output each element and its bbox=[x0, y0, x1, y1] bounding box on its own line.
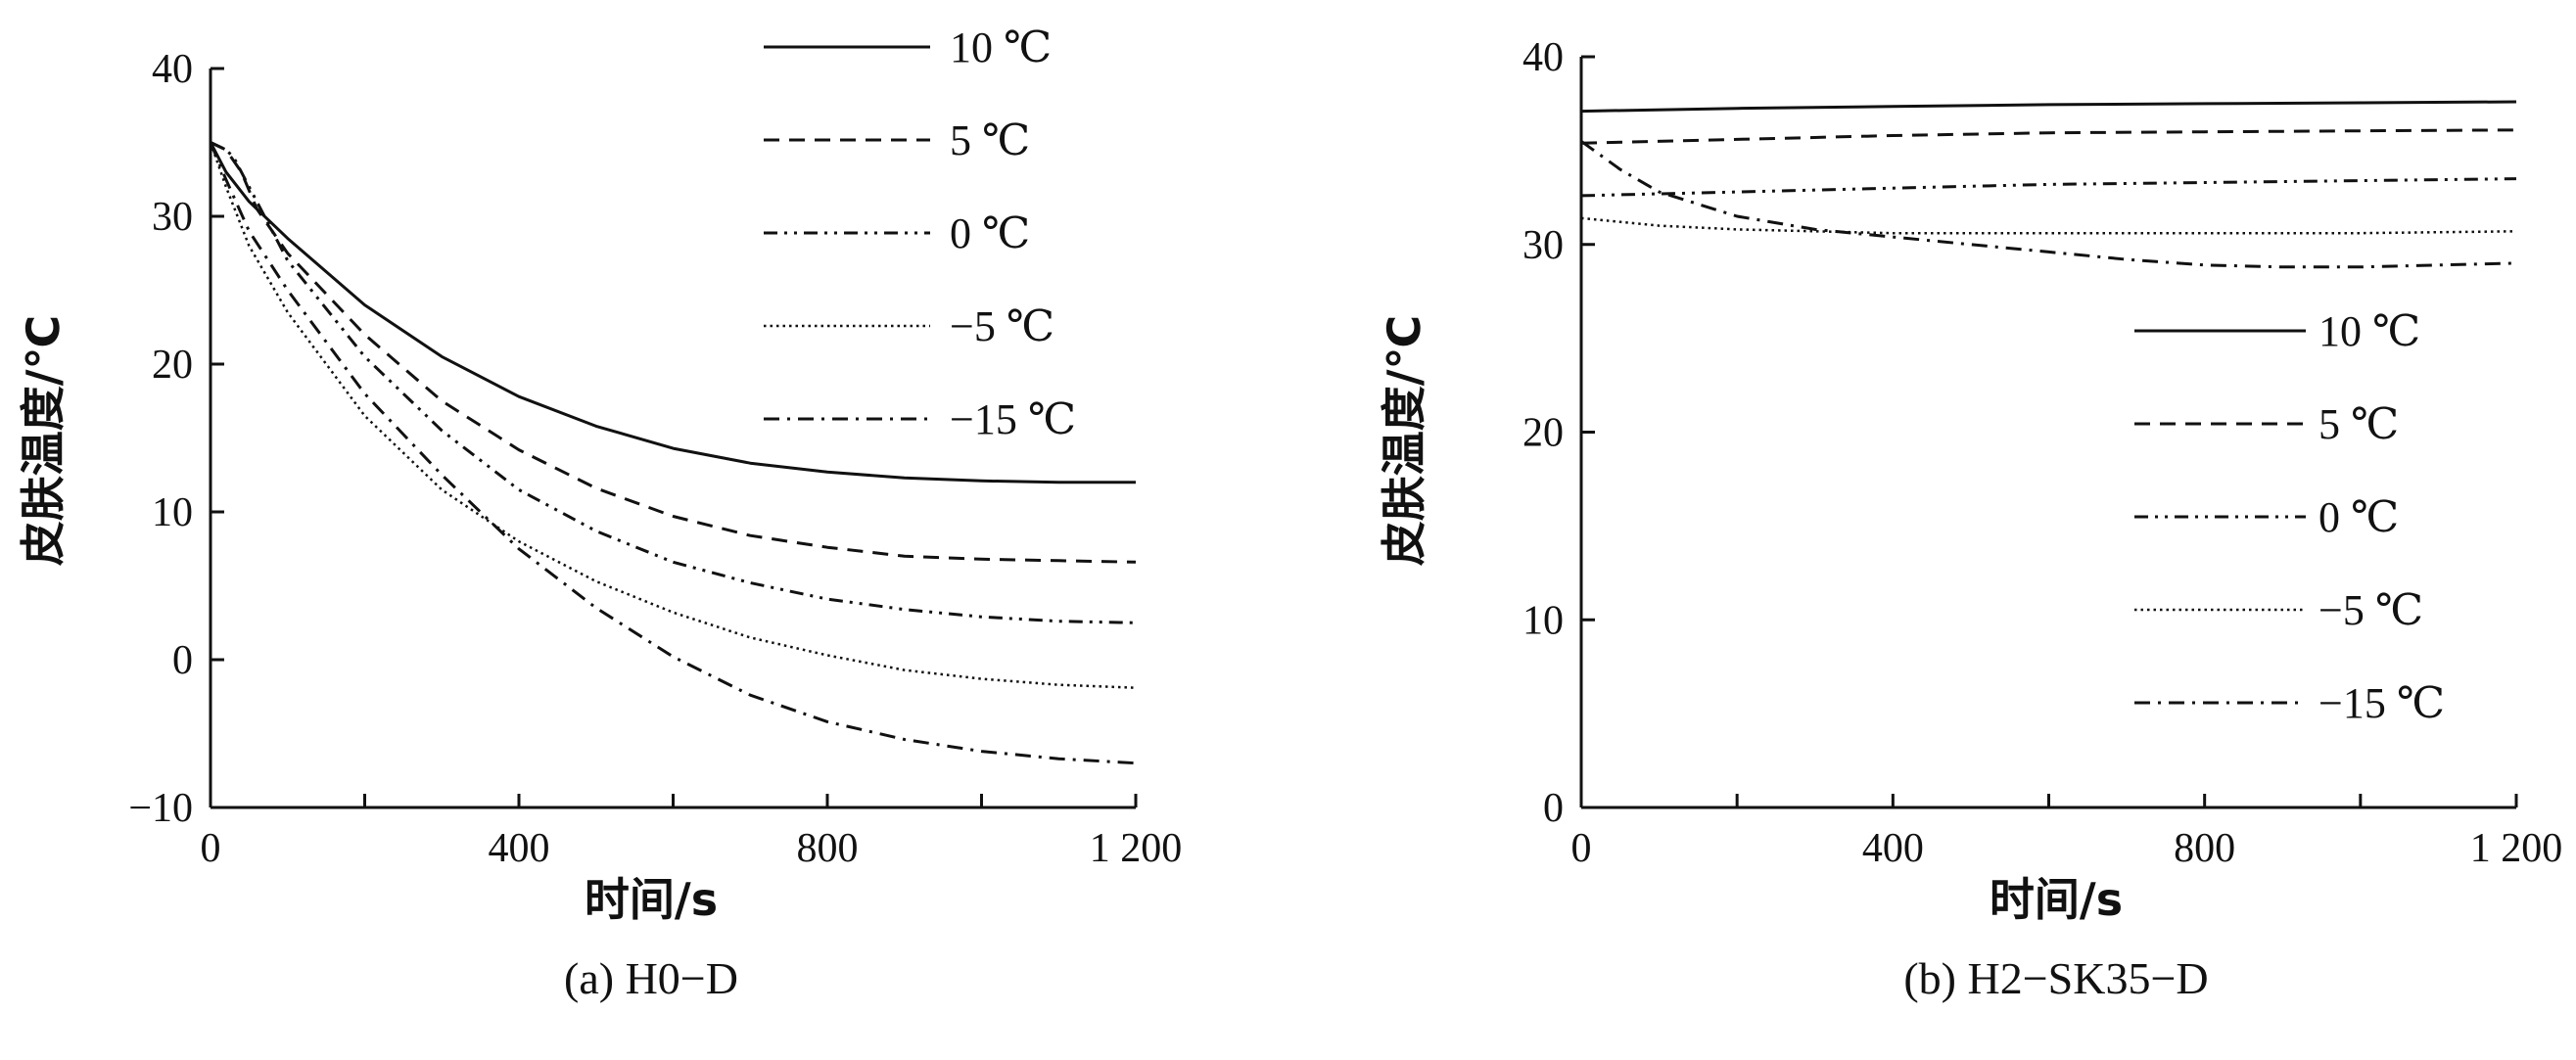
legend-label: −5 ℃ bbox=[950, 302, 1054, 350]
legend-label: 10 ℃ bbox=[2318, 307, 2420, 355]
legend-label: 0 ℃ bbox=[2318, 493, 2399, 541]
series-line bbox=[1580, 128, 2517, 145]
legend-label: 0 ℃ bbox=[950, 209, 1030, 257]
y-tick-label: 40 bbox=[1522, 35, 1564, 80]
series-line bbox=[209, 142, 1137, 689]
x-tick-label: 800 bbox=[797, 826, 859, 871]
series-line bbox=[210, 141, 1137, 624]
series-line bbox=[1580, 140, 2517, 269]
series-line bbox=[209, 141, 1137, 765]
y-tick-label: 20 bbox=[1522, 411, 1564, 456]
x-tick-label: 800 bbox=[2174, 826, 2235, 871]
chart-caption: (a) H0−D bbox=[564, 953, 738, 1003]
y-tick-label: 30 bbox=[1522, 223, 1564, 268]
x-tick-label: 1 200 bbox=[2470, 826, 2563, 871]
series-line bbox=[210, 141, 1137, 564]
y-tick-label: 0 bbox=[1543, 786, 1564, 831]
y-tick-label: 20 bbox=[152, 343, 193, 388]
x-tick-label: 400 bbox=[1862, 826, 1924, 871]
legend-label: 10 ℃ bbox=[950, 23, 1052, 71]
x-axis-title: 时间/s bbox=[1990, 873, 2123, 926]
x-tick-label: 1 200 bbox=[1090, 826, 1183, 871]
legend-label: 5 ℃ bbox=[950, 116, 1030, 164]
x-axis-title: 时间/s bbox=[585, 873, 718, 926]
legend-label: 5 ℃ bbox=[2318, 400, 2399, 448]
legend-label: −5 ℃ bbox=[2318, 586, 2423, 634]
chart-caption: (b) H2−SK35−D bbox=[1903, 953, 2208, 1003]
y-tick-label: 30 bbox=[152, 195, 193, 240]
y-axis-title: 皮肤温度/℃ bbox=[1378, 315, 1430, 567]
x-tick-label: 0 bbox=[201, 826, 221, 871]
series-line bbox=[1580, 100, 2517, 114]
legend-label: −15 ℃ bbox=[950, 395, 1076, 443]
x-tick-label: 0 bbox=[1571, 826, 1592, 871]
y-tick-label: 40 bbox=[152, 47, 193, 92]
y-tick-label: −10 bbox=[128, 786, 193, 831]
y-tick-label: 0 bbox=[172, 638, 193, 683]
legend-label: −15 ℃ bbox=[2318, 679, 2445, 727]
x-tick-label: 400 bbox=[489, 826, 550, 871]
y-tick-label: 10 bbox=[1522, 598, 1564, 643]
y-tick-label: 10 bbox=[152, 490, 193, 535]
y-axis-title: 皮肤温度/℃ bbox=[17, 315, 70, 567]
series-line bbox=[1580, 177, 2517, 198]
series-line bbox=[1580, 216, 2517, 235]
